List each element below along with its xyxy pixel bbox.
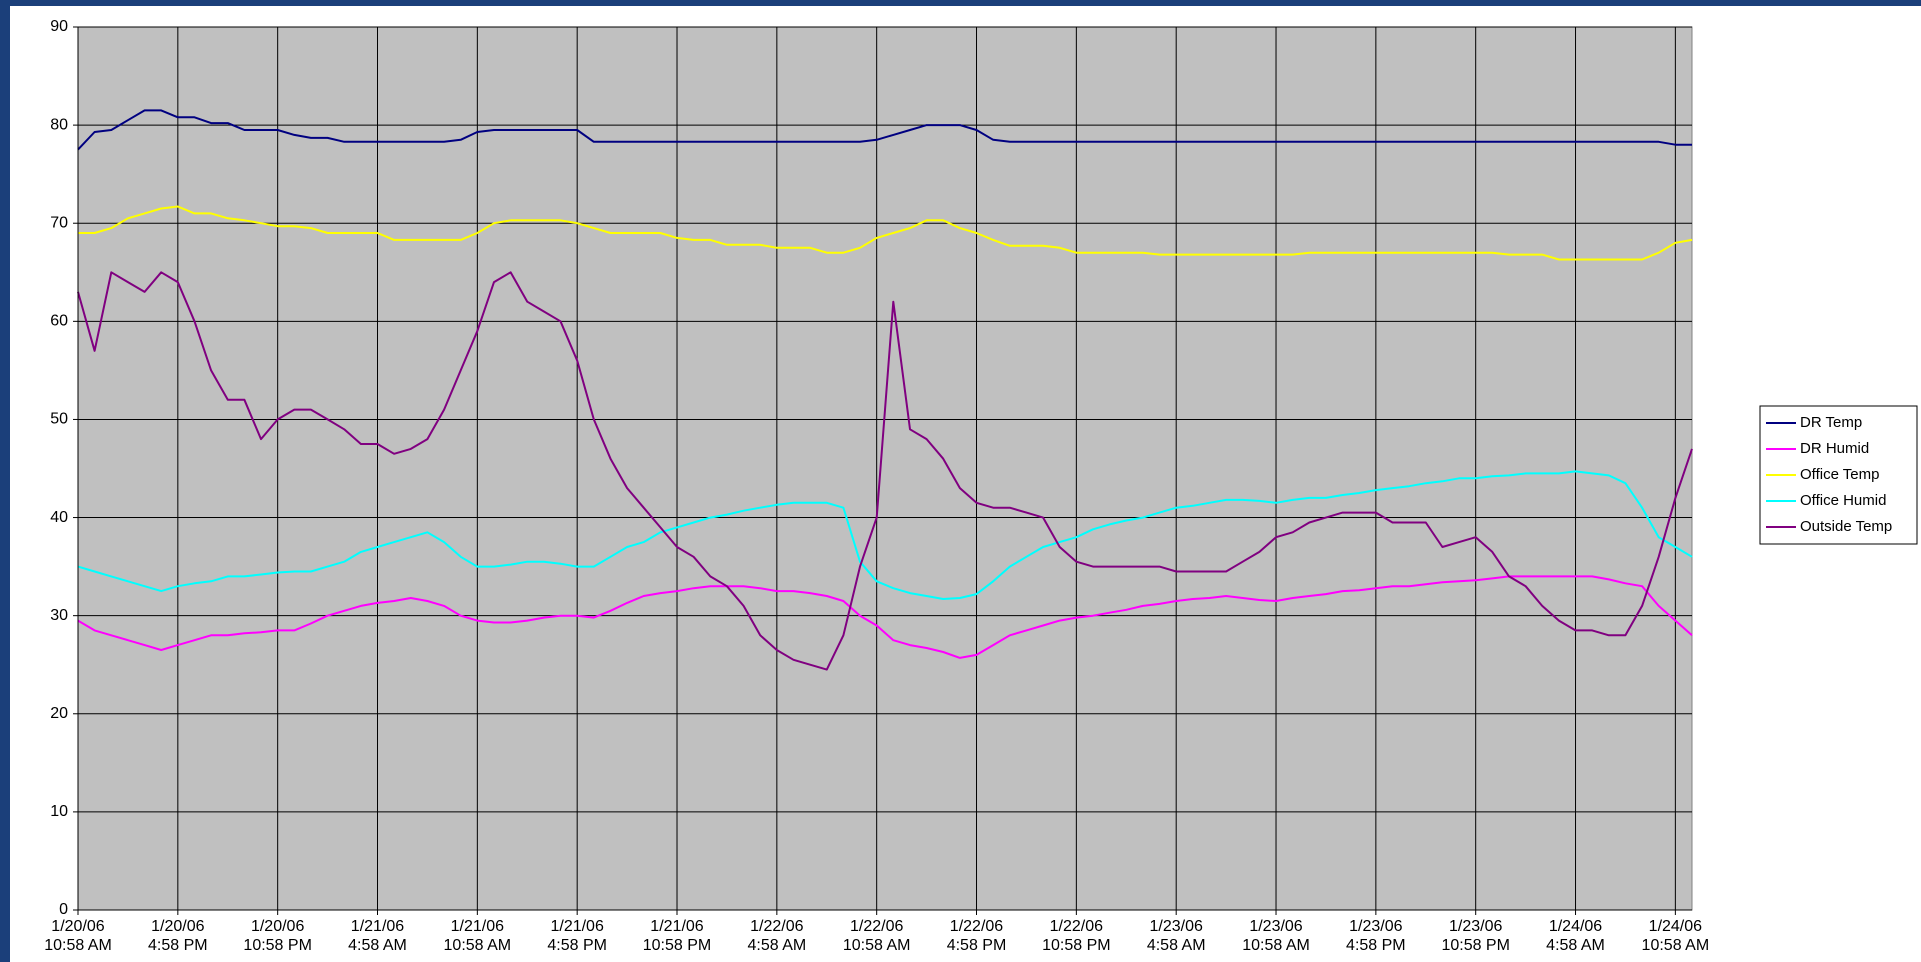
x-tick-label: 1/22/06 4:58 AM: [747, 918, 807, 954]
x-tick-label: 1/21/06 10:58 AM: [443, 918, 512, 954]
y-tick-label: 70: [50, 214, 68, 231]
x-tick-label: 1/23/06 10:58 PM: [1441, 918, 1510, 954]
y-tick-label: 10: [50, 803, 68, 820]
x-tick-label: 1/20/06 10:58 PM: [243, 918, 312, 954]
y-tick-label: 20: [50, 705, 68, 722]
chart: 0 10 20 30 40 50 60 70 80 90 DR Temp DR Humid Office…: [50, 18, 1918, 918]
series-line: [78, 205, 1693, 261]
x-tick-label: 1/22/06 4:58 PM: [946, 918, 1007, 954]
x-tick-label: 1/21/06 4:58 PM: [547, 918, 607, 954]
x-tick-label: 1/22/06 10:58 PM: [1042, 918, 1111, 954]
y-tick-label: 30: [50, 607, 68, 624]
x-tick-label: 1/21/06 4:58 AM: [348, 918, 407, 954]
y-tick-label: 0: [59, 901, 68, 918]
x-tick-label: 1/22/06 10:58 AM: [842, 918, 911, 954]
plot-area: [77, 26, 1693, 911]
legend-label: Office Temp: [1800, 466, 1879, 483]
x-tick-label: 1/23/06 4:58 AM: [1146, 918, 1206, 954]
series-line: [77, 271, 1693, 671]
y-tick-label: 90: [50, 18, 68, 35]
series-line: [77, 109, 1692, 151]
series-line: [77, 575, 1693, 659]
x-tick-label: 1/24/06 4:58 AM: [1546, 918, 1605, 954]
x-tick-label: 1/24/06 10:58 AM: [1641, 918, 1710, 954]
chart-panel: 0 10 20 30 40 50 60 70 80 90 DR Temp DR Humid Office…: [10, 6, 1921, 962]
x-tick-label: 1/20/06 4:58 PM: [148, 918, 208, 954]
x-tick-label: 1/23/06 10:58 AM: [1242, 918, 1310, 954]
legend-label: Outside Temp: [1800, 518, 1892, 535]
legend-label: DR Humid: [1800, 440, 1869, 457]
series-line: [77, 470, 1693, 600]
x-tick-label: 1/20/06 10:58 AM: [44, 918, 112, 954]
y-tick-label: 60: [50, 313, 68, 330]
y-tick-label: 40: [50, 509, 68, 526]
x-tick-label: 1/23/06 4:58 PM: [1346, 918, 1406, 954]
x-tick-label: 1/21/06 10:58 PM: [642, 918, 712, 954]
y-tick-label: 80: [50, 116, 68, 133]
y-tick-label: 50: [50, 411, 68, 428]
legend-label: DR Temp: [1800, 414, 1862, 431]
legend-label: Office Humid: [1800, 492, 1886, 509]
